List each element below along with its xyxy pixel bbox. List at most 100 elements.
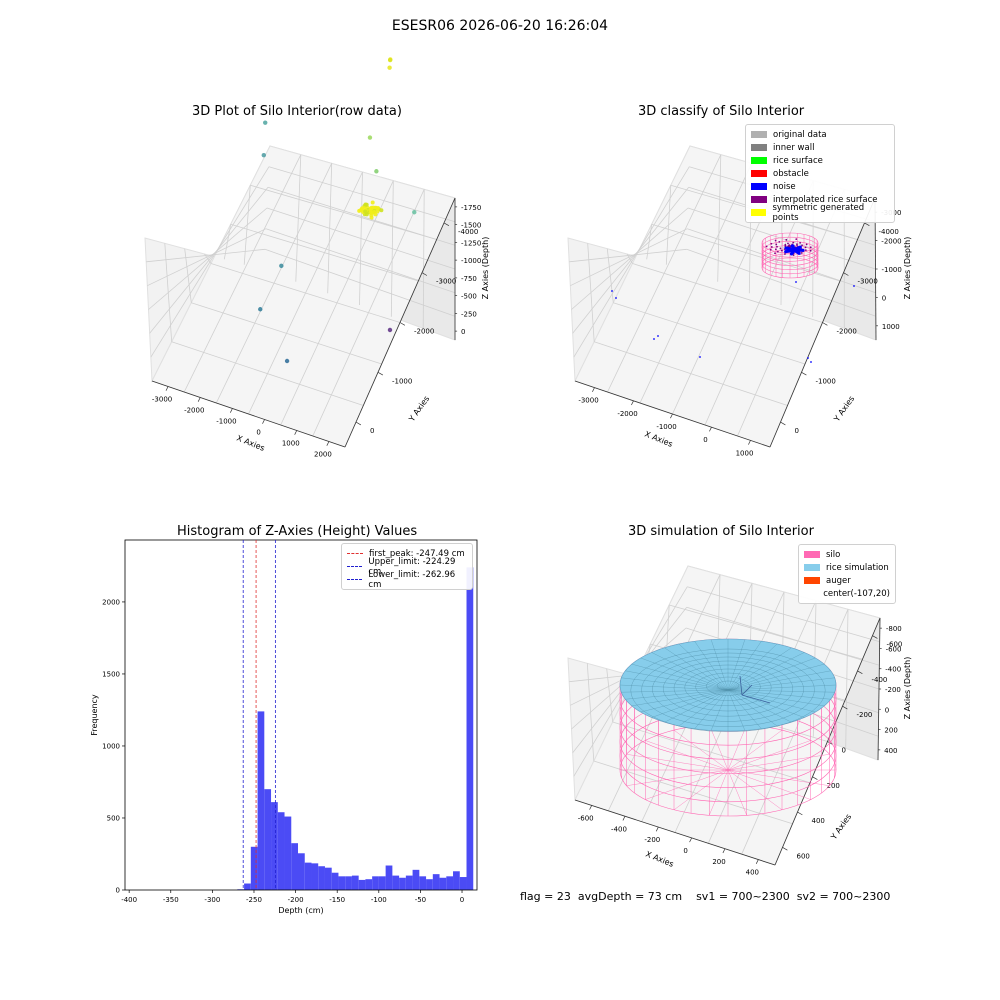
histogram-bar bbox=[284, 816, 292, 890]
p4-silo-floor-spoke bbox=[645, 740, 729, 771]
p4-y-tick bbox=[797, 811, 803, 816]
p1-surface-point bbox=[372, 209, 377, 214]
p2-interp-point bbox=[787, 242, 789, 245]
p4-silo-floor-spoke bbox=[727, 730, 783, 771]
p1-surface-point bbox=[362, 205, 367, 210]
p4-silo-floor-spoke bbox=[727, 769, 811, 800]
histogram-bar bbox=[459, 877, 467, 890]
p4-rice-mesh-spoke bbox=[727, 689, 816, 713]
p2-noise-point bbox=[798, 245, 802, 249]
p4-rice-mesh-spoke bbox=[651, 652, 729, 691]
p1-y-tick-label: -4000 bbox=[458, 228, 478, 236]
p2-noise-point bbox=[796, 251, 800, 255]
legend-label: center(-107,20) bbox=[823, 588, 890, 599]
p4-rice-mesh-spoke bbox=[727, 689, 805, 718]
p1-y-label: Y Axies bbox=[407, 394, 432, 424]
p2-noise-point bbox=[797, 248, 801, 252]
p4-rice-mesh-ring bbox=[717, 680, 739, 691]
p1-grid-line bbox=[312, 189, 425, 437]
p4-grid-line bbox=[625, 673, 632, 684]
p2-grid-line bbox=[571, 207, 689, 310]
p2-grid-line bbox=[646, 224, 653, 260]
p4-silo-floor-spoke bbox=[673, 730, 729, 771]
p4-rice-mesh-spoke bbox=[625, 689, 729, 700]
p1-grid-line bbox=[147, 228, 267, 287]
p4-silo-floor-spoke bbox=[709, 769, 729, 816]
p2-grid-line bbox=[651, 223, 841, 282]
p4-grid-line bbox=[748, 583, 753, 714]
p2-grid-line bbox=[632, 263, 823, 323]
p4-rice-mesh-spoke bbox=[727, 684, 837, 691]
histogram-bar bbox=[399, 877, 406, 890]
legend-label: silo bbox=[826, 549, 841, 560]
p4-rice-mesh-spoke bbox=[664, 689, 729, 723]
histogram-y-tick-label: 0 bbox=[116, 887, 120, 895]
p4-grid-line bbox=[685, 648, 879, 714]
p4-silo-floor-spoke bbox=[626, 769, 729, 786]
p2-noise-point bbox=[794, 248, 798, 252]
histogram-x-tick-label: -200 bbox=[288, 896, 304, 904]
histogram-bar bbox=[237, 889, 245, 890]
p2-interp-point bbox=[774, 252, 776, 255]
legend-swatch bbox=[751, 183, 767, 190]
p2-grid-line bbox=[607, 154, 722, 393]
p2-interp-point bbox=[778, 240, 781, 243]
p2-interp-point bbox=[774, 248, 777, 251]
histogram-bar bbox=[345, 876, 352, 890]
histogram-bar bbox=[324, 867, 332, 890]
p2-interp-point bbox=[796, 243, 798, 246]
p1-surface-point bbox=[364, 210, 369, 215]
p1-surface-point bbox=[357, 208, 362, 213]
p1-surface-point bbox=[363, 202, 368, 207]
p4-rice-mesh-spoke bbox=[727, 643, 778, 691]
histogram-y-tick-label: 2000 bbox=[102, 598, 120, 606]
p2-silo-ring bbox=[761, 253, 819, 275]
p4-rice-mesh-spoke bbox=[727, 689, 762, 729]
p2-interp-point bbox=[791, 250, 794, 253]
p2-noise-point bbox=[792, 248, 796, 252]
p2-stray-point bbox=[699, 356, 701, 358]
p2-stray-point bbox=[853, 285, 855, 287]
p2-noise-point bbox=[790, 244, 794, 248]
p1-point bbox=[412, 210, 417, 215]
p1-surface-point bbox=[368, 208, 373, 213]
p1-x-axis bbox=[151, 380, 346, 448]
p2-grid-line bbox=[639, 163, 753, 404]
p4-x-label: X Axies bbox=[644, 850, 675, 869]
p2-silo-ring bbox=[761, 241, 819, 262]
p2-interp-point bbox=[789, 246, 792, 249]
p2-interp-point bbox=[794, 246, 797, 248]
histogram-x-tick-label: -100 bbox=[371, 896, 387, 904]
p2-noise-point bbox=[785, 249, 790, 253]
p2-interp-point bbox=[770, 246, 773, 248]
p2-noise-point bbox=[784, 250, 788, 254]
p2-noise-point bbox=[792, 247, 796, 251]
p1-x-label: X Axies bbox=[235, 434, 266, 453]
histogram-y-tick-label: 500 bbox=[107, 814, 120, 822]
p4-z-tick-label: 200 bbox=[884, 727, 897, 735]
histogram-x-label: Depth (cm) bbox=[278, 906, 323, 915]
p2-noise-point bbox=[797, 251, 801, 255]
p1-grid-line bbox=[390, 180, 394, 317]
p4-floor-pane bbox=[574, 565, 881, 866]
p4-z-tick-label: 400 bbox=[884, 747, 897, 755]
histogram-y-tick-label: 1000 bbox=[102, 742, 120, 750]
p4-z-axis bbox=[877, 617, 881, 761]
p4-grid-line bbox=[812, 600, 817, 737]
p2-interp-point bbox=[776, 245, 778, 248]
p1-y-axis bbox=[344, 197, 456, 448]
histogram-bar bbox=[264, 789, 272, 890]
p4-y-tick bbox=[857, 670, 863, 675]
p1-z-tick-label: -250 bbox=[461, 310, 477, 318]
p1-grid-line bbox=[191, 302, 382, 365]
p4-grid-line bbox=[593, 760, 793, 825]
p2-interp-point bbox=[791, 246, 794, 249]
legend-swatch bbox=[751, 131, 767, 138]
p4-rice-surface bbox=[619, 638, 837, 732]
p2-y-tick-label: -2000 bbox=[837, 328, 857, 336]
p4-z-tick-label: 0 bbox=[885, 706, 889, 714]
avg-depth-value: avgDepth = 73 cm bbox=[577, 890, 683, 903]
histogram-y-tick-label: 1500 bbox=[102, 670, 120, 678]
p4-rice-mesh-spoke bbox=[640, 657, 729, 691]
p2-interp-point bbox=[809, 246, 812, 249]
